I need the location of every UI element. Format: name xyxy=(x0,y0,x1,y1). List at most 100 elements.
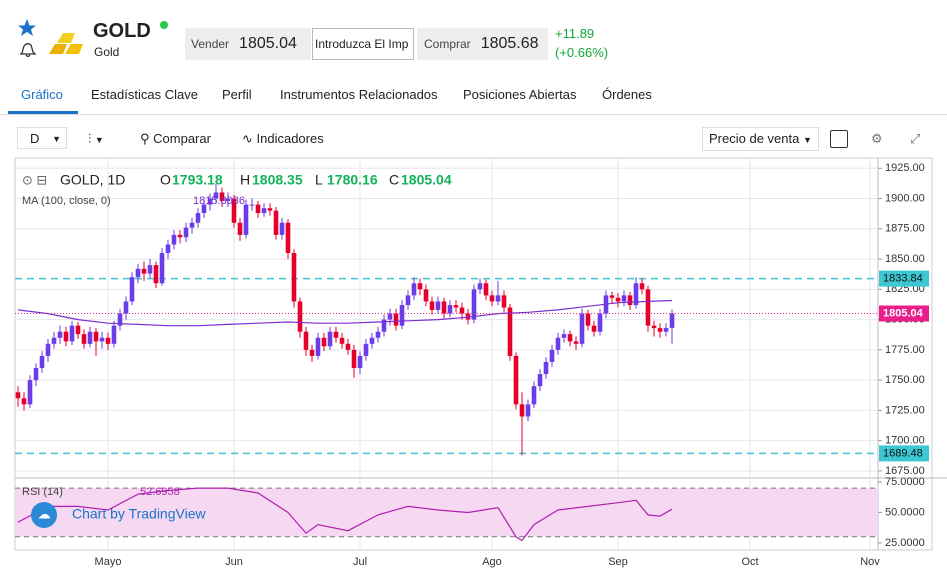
level-tag xyxy=(879,445,929,462)
candle-body xyxy=(393,313,399,326)
candle-body xyxy=(21,398,27,405)
candle-body xyxy=(315,337,321,356)
candle-body xyxy=(129,277,135,302)
ma-value: 1815.8036 xyxy=(193,195,245,207)
compare: Comparar xyxy=(153,131,211,146)
tab[interactable]: Instrumentos Relacionados xyxy=(280,87,438,102)
y-tick-label: 75.0000 xyxy=(885,476,925,488)
candle-body xyxy=(489,295,495,302)
candle-body xyxy=(519,404,525,417)
candle-body xyxy=(93,331,99,342)
x-tick-label: Oct xyxy=(741,556,758,568)
sell-button[interactable]: Vender 1805.04 xyxy=(185,28,311,60)
expand-button[interactable]: ⤢ xyxy=(910,131,921,146)
candle-body xyxy=(591,325,597,332)
candle-body xyxy=(231,198,237,223)
price-tag xyxy=(879,305,929,322)
candle-body xyxy=(531,386,537,405)
y-tick-label: 1925.00 xyxy=(885,162,925,174)
candle-body xyxy=(639,283,645,290)
ohlc-label: C xyxy=(389,172,399,188)
favorite-star[interactable] xyxy=(17,18,37,38)
y-tick-label: 1900.00 xyxy=(885,192,925,204)
chart-style-button[interactable]: ⫶ ▼ xyxy=(88,131,104,146)
interval-select[interactable]: D ▼ xyxy=(17,127,67,149)
ohlc-value: 1808.35 xyxy=(252,172,303,188)
candle-body xyxy=(573,341,579,344)
candle-body xyxy=(153,265,159,284)
tab[interactable]: Estadísticas Clave xyxy=(91,87,198,102)
candle-body xyxy=(513,355,519,405)
tab[interactable]: Posiciones Abiertas xyxy=(463,87,577,102)
candle-body xyxy=(633,283,639,306)
candle-body xyxy=(183,227,189,238)
candle-body xyxy=(471,289,477,320)
watermark: Chart by TradingView xyxy=(72,506,206,522)
candle-body xyxy=(63,331,69,342)
x-tick-label: Mayo xyxy=(95,556,122,568)
price-type-select[interactable]: Precio de venta ▼ xyxy=(702,127,819,151)
x-tick-label: Jun xyxy=(225,556,243,568)
alert-bell[interactable] xyxy=(18,40,38,58)
candle-body xyxy=(219,192,225,201)
candle-body xyxy=(15,392,21,399)
candle-body xyxy=(621,295,627,302)
candle-body xyxy=(417,283,423,290)
x-tick-label: Jul xyxy=(353,556,367,568)
candle-body xyxy=(141,268,147,274)
candle-body xyxy=(87,331,93,344)
candle-body xyxy=(441,301,447,314)
candle-body xyxy=(555,337,561,350)
candle-body xyxy=(645,289,651,326)
x-tick-label: Ago xyxy=(482,556,502,568)
candle-body xyxy=(237,222,243,235)
candle-body xyxy=(171,234,177,245)
ma-label: MA (100, close, 0) xyxy=(22,195,111,207)
tab[interactable]: Gráfico xyxy=(21,87,63,102)
candle-body xyxy=(597,313,603,332)
tab[interactable]: Órdenes xyxy=(602,87,652,102)
buy-button[interactable]: Comprar 1805.68 xyxy=(417,28,548,60)
compare-button[interactable]: ⚲ Comparar xyxy=(140,131,211,146)
candle-body xyxy=(117,313,123,326)
amount-input[interactable]: Introduzca El Imp xyxy=(312,28,414,60)
ohlc-value: 1805.04 xyxy=(401,172,452,188)
candle-body xyxy=(651,325,657,329)
indicators: Indicadores xyxy=(256,131,324,146)
candle-body xyxy=(123,301,129,314)
ohlc-label: L xyxy=(315,172,323,188)
collapse-icons: ⊙ ⊟ xyxy=(22,172,47,187)
chart-frame xyxy=(14,157,933,551)
candle-body xyxy=(549,349,555,362)
sell-price: 1805.04 xyxy=(239,35,297,52)
candle-body xyxy=(327,331,333,347)
level-tag xyxy=(879,270,929,287)
indicators-button[interactable]: ∿ Indicadores xyxy=(242,131,324,146)
y-tick-label: 25.0000 xyxy=(885,537,925,549)
symbol: GOLD xyxy=(93,20,151,42)
candle-body xyxy=(411,283,417,296)
candle-body xyxy=(501,295,507,308)
candle-body xyxy=(561,334,567,338)
candle-body xyxy=(663,328,669,332)
candle-body xyxy=(429,301,435,310)
candle-body xyxy=(459,307,465,314)
candle-body xyxy=(291,253,297,302)
tv-logo xyxy=(31,502,57,528)
candle-body xyxy=(447,305,453,314)
fullscreen-box[interactable] xyxy=(830,130,848,148)
legend-symbol: GOLD, 1D xyxy=(60,172,125,188)
tab[interactable]: Perfil xyxy=(222,87,252,102)
tv-logo-mark: ☁ xyxy=(38,506,51,521)
y-tick-label: 1775.00 xyxy=(885,344,925,356)
candle-body xyxy=(435,301,441,310)
settings-button[interactable]: ⚙ xyxy=(871,131,883,146)
interval: D xyxy=(30,131,40,146)
candle-body xyxy=(585,313,591,326)
candle-body xyxy=(483,283,489,296)
candle-body xyxy=(357,355,363,369)
candle-body xyxy=(159,253,165,284)
candle-body xyxy=(339,337,345,344)
candle-body xyxy=(57,331,63,338)
candle-body xyxy=(195,213,201,223)
